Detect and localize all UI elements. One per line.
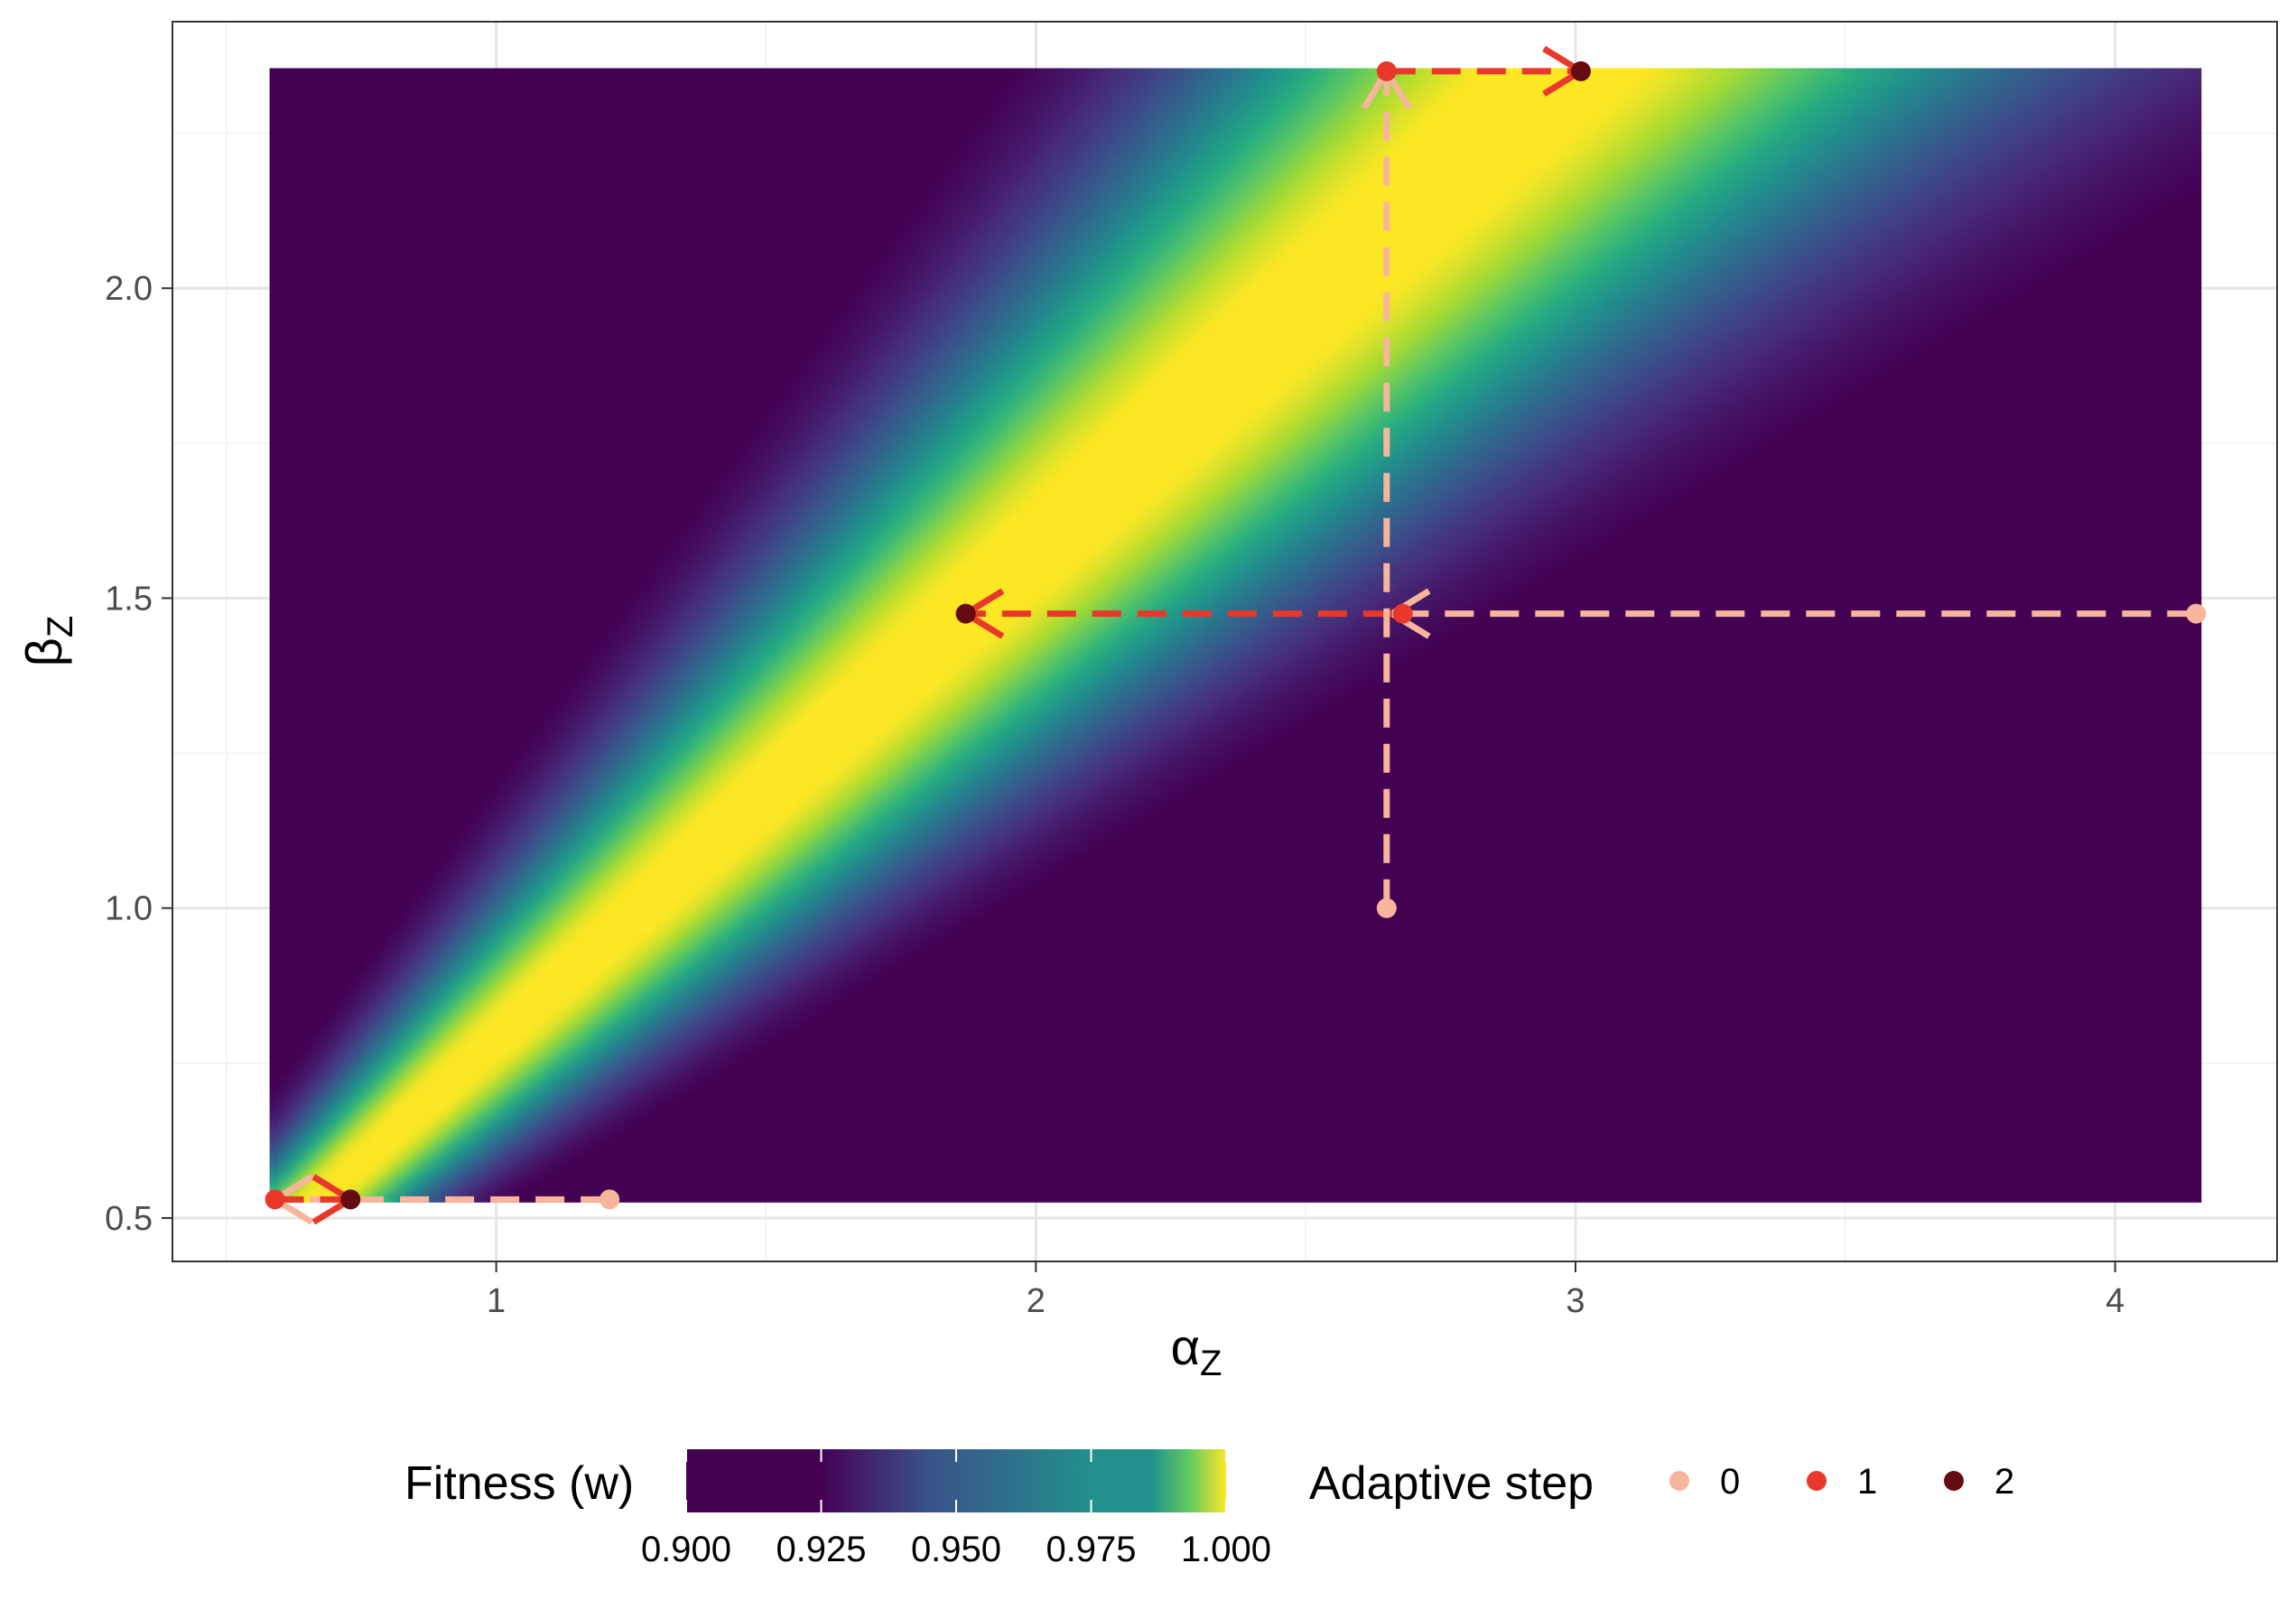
x-axis-title: αZ xyxy=(1171,1318,1222,1383)
panel-border xyxy=(172,21,2278,1262)
colorbar-label: 0.900 xyxy=(641,1530,731,1569)
y-tick-label: 0.5 xyxy=(105,1200,153,1238)
step-legend-label: 0 xyxy=(1720,1462,1740,1502)
point-step-0 xyxy=(1376,898,1397,918)
y-axis: 0.5 1.0 1.5 2.0 xyxy=(105,270,172,1238)
colorbar-label: 1.000 xyxy=(1181,1530,1271,1569)
adaptive-step-legend: Adaptive step 0 1 2 xyxy=(1309,1457,2014,1510)
adaptive-step-legend-title: Adaptive step xyxy=(1309,1457,1594,1510)
y-tick-label: 1.5 xyxy=(105,580,153,618)
x-tick-label: 3 xyxy=(1566,1282,1585,1320)
step-legend-label: 1 xyxy=(1857,1462,1877,1502)
fitness-heatmap xyxy=(269,68,2202,1203)
step-legend-key-2 xyxy=(1944,1471,1964,1491)
colorbar-label: 0.925 xyxy=(776,1530,866,1569)
step-legend-label: 2 xyxy=(1994,1462,2014,1502)
y-axis-title: βZ xyxy=(15,616,80,667)
x-tick-label: 2 xyxy=(1027,1282,1046,1320)
adaptive-step-points xyxy=(265,60,2207,1210)
point-step-0 xyxy=(2186,603,2207,624)
colorbar-label: 0.975 xyxy=(1046,1530,1136,1569)
y-tick-label: 1.0 xyxy=(105,890,153,928)
point-step-2 xyxy=(955,603,976,624)
point-step-1 xyxy=(1392,603,1413,624)
step-legend-key-1 xyxy=(1807,1471,1827,1491)
colorbar-label: 0.950 xyxy=(911,1530,1001,1569)
x-tick-label: 4 xyxy=(2105,1282,2124,1320)
x-tick-label: 1 xyxy=(487,1282,506,1320)
point-step-2 xyxy=(1570,60,1591,81)
fitness-colorbar-ticks: 0.900 0.925 0.950 0.975 1.000 xyxy=(641,1449,1271,1569)
fitness-legend: Fitness (w) 0.900 0.925 0.950 0.975 1.000 xyxy=(404,1449,1271,1569)
point-step-2 xyxy=(340,1189,361,1210)
x-axis: 1 2 3 4 xyxy=(487,1261,2124,1320)
y-tick-label: 2.0 xyxy=(105,270,153,308)
point-step-0 xyxy=(600,1189,620,1210)
point-step-1 xyxy=(265,1189,285,1210)
fitness-legend-title: Fitness (w) xyxy=(404,1457,634,1510)
point-step-1 xyxy=(1376,60,1397,81)
step-legend-key-0 xyxy=(1669,1471,1689,1491)
